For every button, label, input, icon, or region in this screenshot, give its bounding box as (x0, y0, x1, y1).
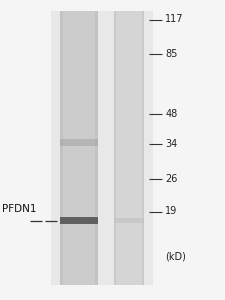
Bar (142, 11, 144, 285)
Bar (60, 11, 63, 285)
Bar (114, 11, 144, 285)
Text: 34: 34 (165, 139, 178, 149)
Bar (95, 11, 98, 285)
Text: PFDN1: PFDN1 (2, 203, 37, 214)
Text: 117: 117 (165, 14, 184, 25)
Bar (114, 11, 116, 285)
Text: 26: 26 (165, 173, 178, 184)
Bar (60, 217, 98, 224)
Bar (51, 11, 153, 285)
Text: 48: 48 (165, 109, 178, 119)
Bar (60, 139, 98, 146)
Text: (kD): (kD) (165, 251, 186, 262)
Text: 19: 19 (165, 206, 178, 217)
Bar (60, 11, 98, 285)
Bar (114, 218, 144, 223)
Text: 85: 85 (165, 49, 178, 59)
